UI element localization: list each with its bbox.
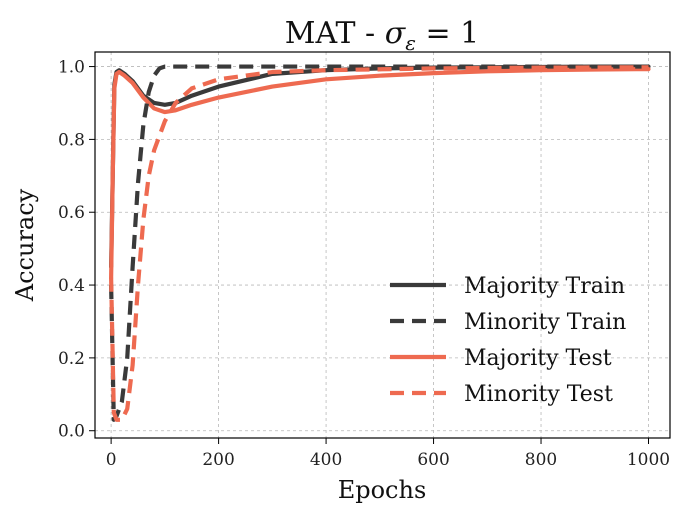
- series-line-minority-test: [109, 65, 649, 422]
- y-tick-label: 0.0: [58, 422, 85, 442]
- chart-title-symbol: σ: [385, 16, 407, 51]
- legend-label-minority-train: Minority Train: [464, 310, 626, 335]
- legend-label-majority-train: Majority Train: [464, 274, 625, 299]
- series-line-majority-test: [109, 67, 651, 280]
- y-tick-label: 1.0: [58, 58, 85, 78]
- chart-title-prefix: MAT -: [285, 16, 385, 51]
- y-axis-label: Accuracy: [11, 188, 39, 302]
- chart-title-suffix: = 1: [416, 16, 479, 51]
- x-tick-label: 1000: [627, 450, 670, 470]
- series-line-majority-train: [109, 64, 651, 269]
- axis-ticks: 0 200 400 600 800 1000 0.0 0.2 0.4 0.6 0.8 1.0: [58, 58, 670, 470]
- legend-label-minority-test: Minority Test: [464, 382, 613, 407]
- plot-area-frame: [94, 51, 671, 439]
- chart-title: MAT - σε = 1: [285, 16, 479, 55]
- x-axis-label: Epochs: [338, 476, 427, 504]
- y-tick-label: 0.4: [58, 276, 85, 296]
- y-tick-label: 0.2: [58, 349, 85, 369]
- x-tick-label: 800: [525, 450, 557, 470]
- x-tick-label: 600: [417, 450, 449, 470]
- x-tick-label: 200: [202, 450, 234, 470]
- legend-label-majority-test: Majority Test: [464, 346, 612, 371]
- y-tick-label: 0.8: [58, 130, 85, 150]
- x-tick-label: 400: [310, 450, 342, 470]
- x-tick-label: 0: [106, 450, 117, 470]
- chart-title-subscript: ε: [405, 31, 416, 55]
- series-line-minority-train: [109, 64, 649, 422]
- legend: Majority Train Minority Train Majority Tes…: [390, 274, 626, 407]
- y-tick-label: 0.6: [58, 203, 85, 223]
- series-lines: [109, 64, 651, 422]
